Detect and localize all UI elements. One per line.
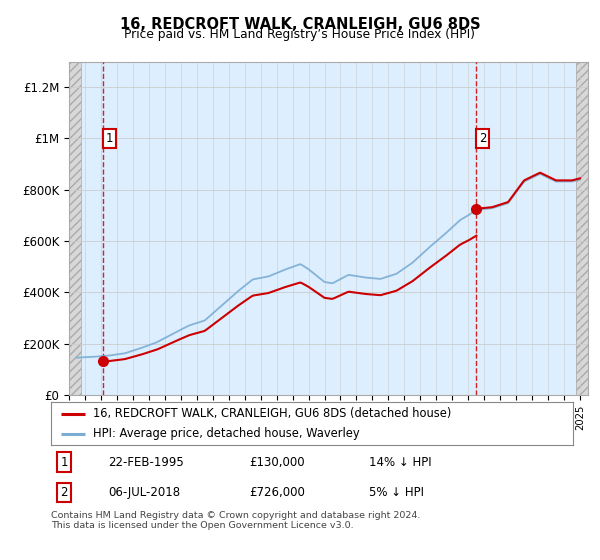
Text: HPI: Average price, detached house, Waverley: HPI: Average price, detached house, Wave… xyxy=(93,427,359,440)
Text: 2: 2 xyxy=(479,132,486,145)
Text: 14% ↓ HPI: 14% ↓ HPI xyxy=(370,456,432,469)
Bar xyxy=(69,62,81,395)
Text: 1: 1 xyxy=(106,132,113,145)
Text: 06-JUL-2018: 06-JUL-2018 xyxy=(109,486,181,499)
Text: £726,000: £726,000 xyxy=(250,486,305,499)
Text: 22-FEB-1995: 22-FEB-1995 xyxy=(109,456,184,469)
Text: Price paid vs. HM Land Registry’s House Price Index (HPI): Price paid vs. HM Land Registry’s House … xyxy=(125,28,476,41)
Text: 16, REDCROFT WALK, CRANLEIGH, GU6 8DS: 16, REDCROFT WALK, CRANLEIGH, GU6 8DS xyxy=(119,17,481,32)
Text: 5% ↓ HPI: 5% ↓ HPI xyxy=(370,486,424,499)
Bar xyxy=(576,62,588,395)
Text: 2: 2 xyxy=(61,486,68,499)
Bar xyxy=(69,62,81,395)
Text: £130,000: £130,000 xyxy=(250,456,305,469)
Text: 16, REDCROFT WALK, CRANLEIGH, GU6 8DS (detached house): 16, REDCROFT WALK, CRANLEIGH, GU6 8DS (d… xyxy=(93,407,451,420)
Bar xyxy=(576,62,588,395)
Text: Contains HM Land Registry data © Crown copyright and database right 2024.
This d: Contains HM Land Registry data © Crown c… xyxy=(51,511,421,530)
Text: 1: 1 xyxy=(61,456,68,469)
